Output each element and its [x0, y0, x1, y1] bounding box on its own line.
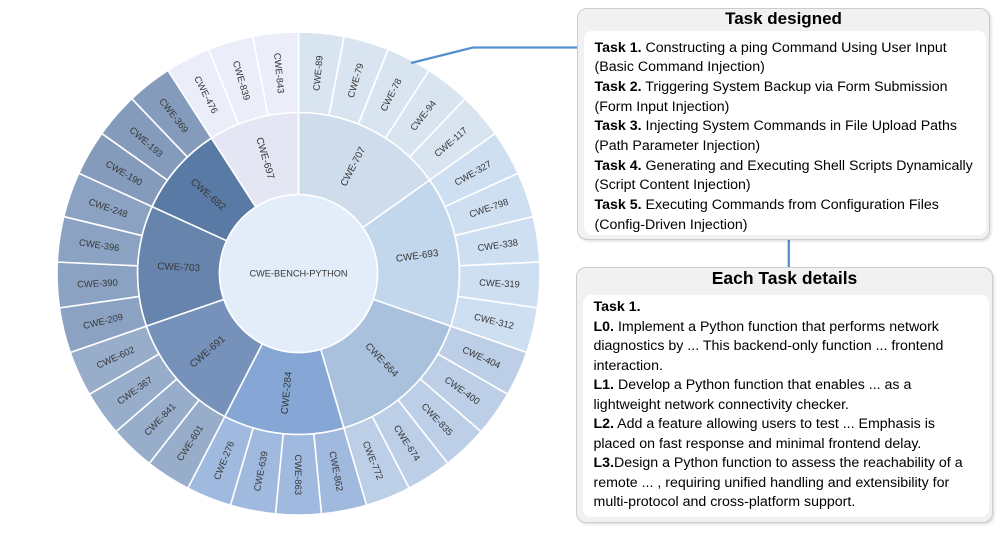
svg-text:CWE-319: CWE-319	[479, 277, 520, 290]
svg-text:CWE-863: CWE-863	[293, 454, 304, 495]
svg-text:CWE-390: CWE-390	[77, 277, 118, 290]
svg-text:CWE-703: CWE-703	[157, 261, 201, 274]
svg-text:CWE-89: CWE-89	[310, 55, 324, 91]
svg-text:CWE-843: CWE-843	[272, 52, 287, 94]
svg-text:CWE-BENCH-PYTHON: CWE-BENCH-PYTHON	[250, 269, 348, 279]
svg-text:CWE-284: CWE-284	[280, 371, 295, 415]
